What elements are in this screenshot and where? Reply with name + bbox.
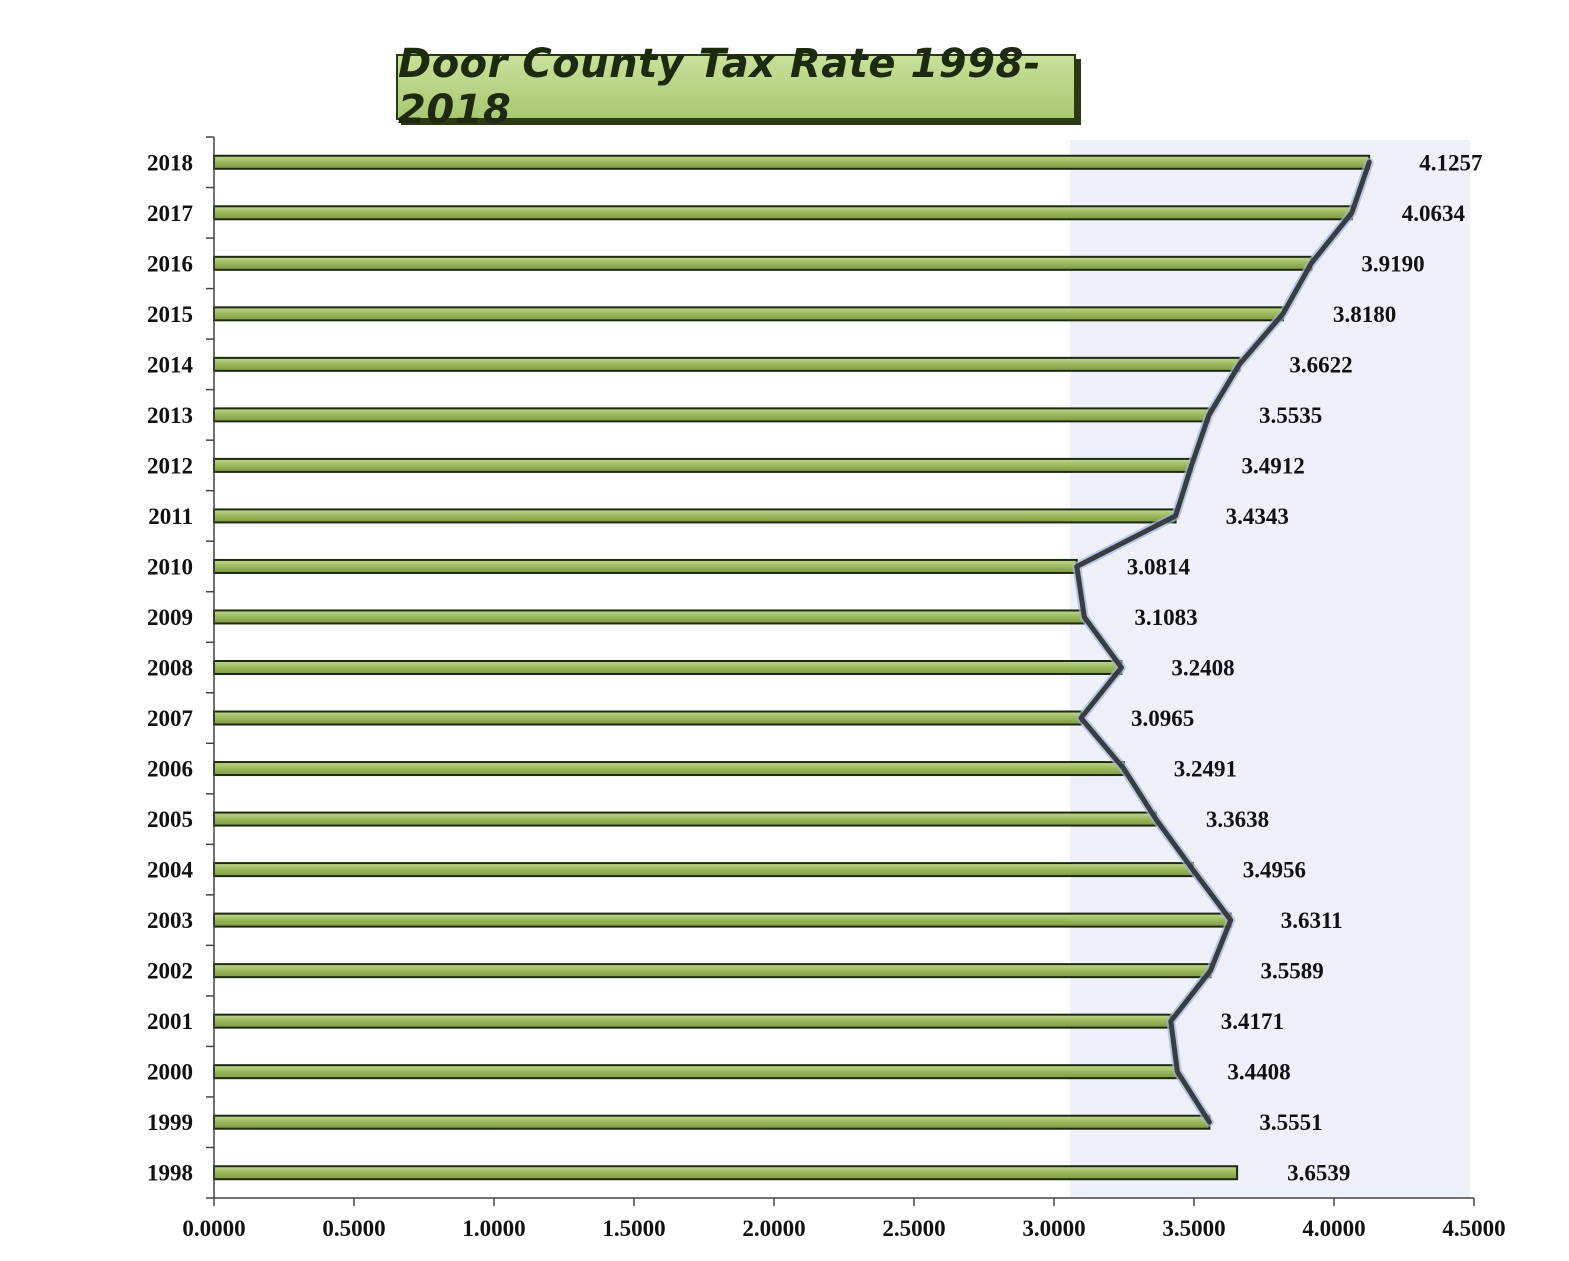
data-label: 4.0634 [1402,201,1466,226]
bar-2002 [213,963,1212,979]
data-label: 3.4408 [1227,1060,1290,1085]
data-label: 3.6539 [1287,1161,1350,1186]
bar-2008 [213,660,1123,675]
y-tick-label: 2009 [147,605,193,630]
bar-2001 [213,1013,1172,1029]
y-tick-label: 2014 [147,352,194,377]
y-tick-label: 2012 [147,453,193,478]
x-tick-label: 4.0000 [1302,1216,1365,1241]
y-tick-label: 2006 [147,757,193,782]
bar-1999 [213,1114,1211,1130]
y-tick-label: 2001 [147,1009,193,1034]
y-tick-label: 2008 [147,656,193,681]
data-label: 3.6311 [1281,908,1343,933]
data-label: 3.5589 [1260,959,1323,984]
bar-2004 [213,862,1194,878]
data-label: 3.4912 [1242,453,1305,478]
y-tick-label: 2010 [147,554,193,579]
bar-2005 [213,811,1157,827]
y-tick-label: 2003 [147,908,193,933]
y-tick-label: 2016 [147,251,193,276]
data-label: 3.2491 [1174,757,1237,782]
bar-2018 [213,154,1371,170]
y-tick-label: 2007 [147,706,193,731]
y-tick-label: 2004 [147,858,194,883]
bar-2016 [213,255,1313,271]
y-tick-label: 2000 [147,1060,193,1085]
x-tick-label: 4.5000 [1442,1216,1505,1241]
data-label: 3.9190 [1361,251,1424,276]
chart-title: Door County Tax Rate 1998-2018 [398,41,1041,133]
y-tick-label: 2005 [147,807,193,832]
x-tick-label: 3.5000 [1162,1216,1225,1241]
y-tick-label: 2013 [147,403,193,428]
bar-2015 [213,306,1285,322]
data-label: 3.3638 [1206,807,1269,832]
data-label: 3.5535 [1259,403,1322,428]
x-tick-label: 3.0000 [1022,1216,1085,1241]
bar-2013 [213,407,1210,423]
bar-2010 [213,558,1078,574]
bar-2003 [213,912,1232,928]
chart-title-box: Door County Tax Rate 1998-2018 [396,41,1076,133]
data-label: 3.4171 [1221,1009,1284,1034]
x-tick-label: 0.5000 [322,1216,385,1241]
x-tick-label: 2.5000 [882,1216,945,1241]
bar-2000 [213,1064,1179,1080]
data-label: 3.1083 [1134,605,1197,630]
y-tick-label: 1998 [147,1161,193,1186]
bar-2017 [213,205,1353,221]
y-tick-label: 2002 [147,959,193,984]
y-tick-label: 2018 [147,150,193,175]
data-label: 4.1257 [1419,150,1482,175]
bar-2007 [213,710,1083,726]
x-tick-label: 0.0000 [182,1216,245,1241]
data-label: 3.8180 [1333,302,1396,327]
bar-2006 [213,761,1125,777]
data-label: 3.4343 [1226,504,1289,529]
plot-shade [1070,140,1470,1198]
data-label: 3.4956 [1243,858,1306,883]
bar-2014 [213,356,1241,372]
trend-line [1074,159,1372,1125]
data-label: 3.2408 [1171,656,1234,681]
x-tick-label: 1.5000 [602,1216,665,1241]
x-tick-label: 2.0000 [742,1216,805,1241]
data-label: 3.5551 [1259,1110,1322,1135]
bar-2012 [213,457,1193,473]
bar-2009 [213,609,1086,625]
y-tick-label: 2011 [148,504,193,529]
data-label: 3.6622 [1289,352,1352,377]
bar-2011 [213,508,1177,524]
y-tick-label: 2017 [147,201,193,226]
x-tick-label: 1.0000 [462,1216,525,1241]
y-tick-label: 2015 [147,302,193,327]
data-label: 3.0814 [1127,554,1191,579]
y-tick-label: 1999 [147,1110,193,1135]
bar-1998 [213,1165,1239,1181]
data-label: 3.0965 [1131,706,1194,731]
